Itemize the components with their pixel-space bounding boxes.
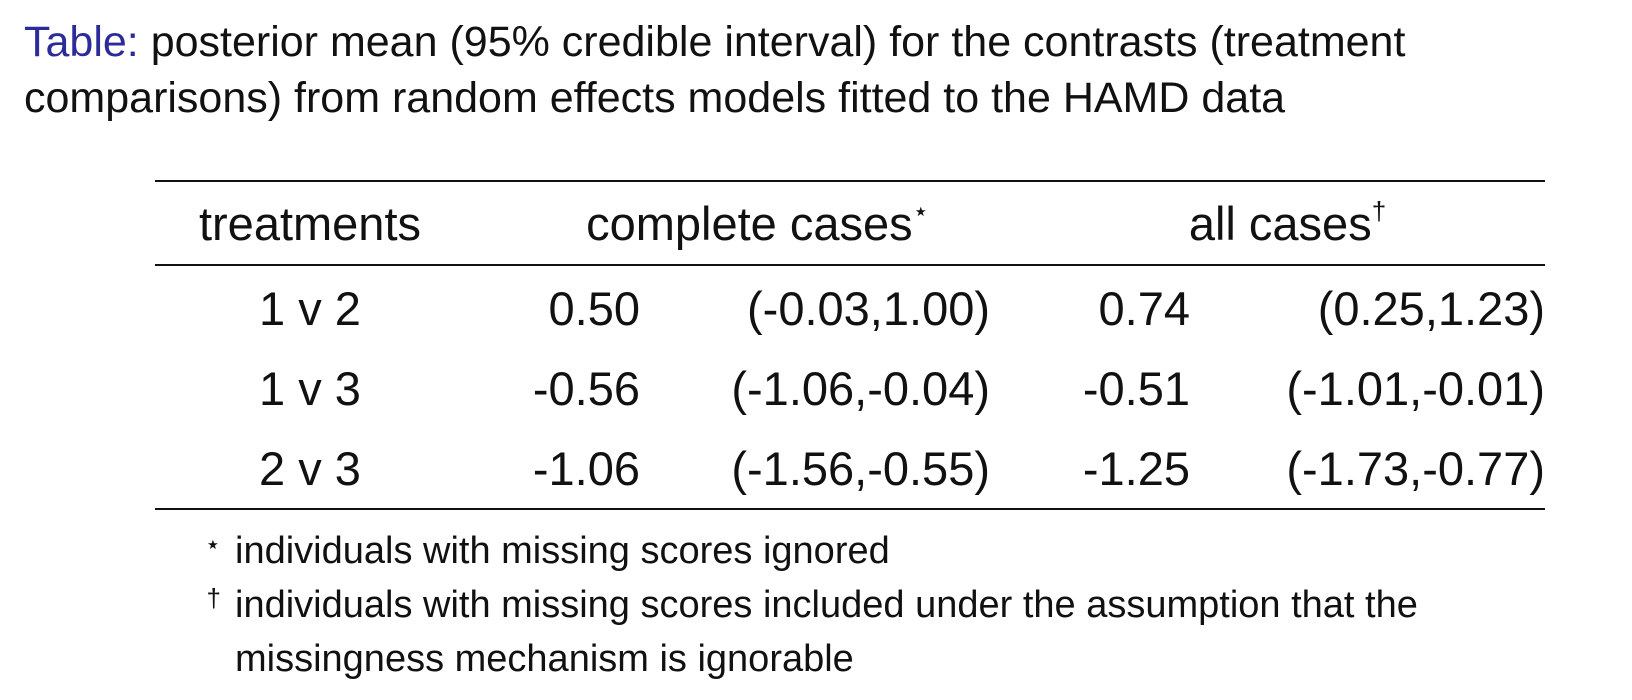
cell-treatments: 2 v 3 [155,428,465,510]
cell-complete-mean: -1.06 [465,428,640,510]
footnotes: ⋆ individuals with missing scores ignore… [155,524,1545,686]
cell-complete-mean: -0.56 [532,361,640,415]
header-complete-cases: complete cases⋆ [465,180,990,266]
header-complete-cases-label: complete cases [586,196,913,250]
table-header-row: treatments complete cases⋆ all cases† [155,180,1545,266]
footnote-all-cases: † individuals with missing scores includ… [155,578,1545,686]
cell-all-ci: (-1.01,-0.01) [1286,361,1545,415]
footnote-symbol: ⋆ [204,529,221,559]
footnote-complete-cases: ⋆ individuals with missing scores ignore… [155,524,1545,578]
cell-all-ci: (0.25,1.23) [1317,281,1545,335]
header-all-cases: all cases† [990,180,1545,266]
table-row: 1 v 2 0.50 (-0.03,1.00) 0.74 (0.25,1.23) [155,265,1545,348]
header-all-cases-label: all cases [1188,196,1372,250]
cell-all-mean: -0.51 [1082,361,1190,415]
header-treatments: treatments [155,180,465,266]
caption-label: Table: [24,18,139,66]
header-complete-cases-mark: ⋆ [912,195,929,226]
cell-complete-ci: (-1.56,-0.55) [640,428,990,510]
cell-all-ci: (-1.73,-0.77) [1190,428,1545,510]
header-all-cases-mark: † [1371,195,1387,226]
table-caption: Table: posterior mean (95% credible inte… [24,14,1614,126]
footnote-text: individuals with missing scores included… [235,584,1418,680]
cell-complete-ci: (-0.03,1.00) [747,281,990,335]
cell-treatments: 1 v 2 [259,281,361,335]
footnote-text: individuals with missing scores ignored [235,530,890,572]
cell-all-mean: -1.25 [990,428,1190,510]
table-row: 2 v 3 -1.06 (-1.56,-0.55) -1.25 (-1.73,-… [155,428,1545,510]
caption-text: posterior mean (95% credible interval) f… [24,18,1406,122]
cell-complete-ci: (-1.06,-0.04) [731,361,990,415]
contrasts-table: treatments complete cases⋆ all cases† 1 … [155,180,1545,510]
cell-treatments: 1 v 3 [259,361,361,415]
cell-all-mean: 0.74 [1098,281,1190,335]
footnote-symbol: † [206,583,221,613]
cell-complete-mean: 0.50 [548,281,640,335]
table-row: 1 v 3 -0.56 (-1.06,-0.04) -0.51 (-1.01,-… [155,348,1545,428]
results-table-block: treatments complete cases⋆ all cases† 1 … [155,180,1545,686]
